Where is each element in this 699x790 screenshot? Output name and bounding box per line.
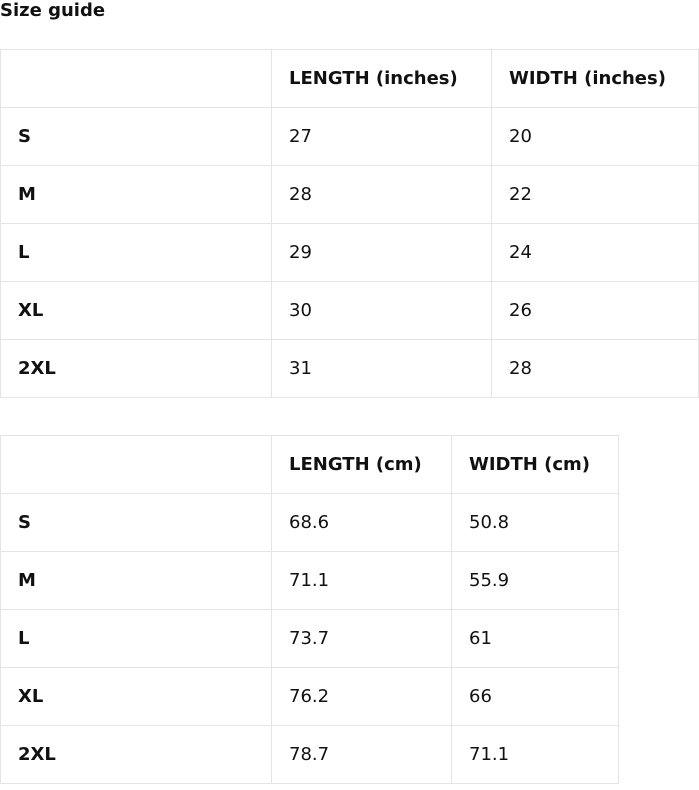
size-table-cm: LENGTH (cm) WIDTH (cm) S 68.6 50.8 M 71.1 55.… xyxy=(0,435,619,784)
table-row: M 28 22 xyxy=(0,165,699,224)
size-table-inches: LENGTH (inches) WIDTH (inches) S 27 20 M 28 2… xyxy=(0,49,699,398)
length-cell: 73.7 xyxy=(271,609,452,668)
table-row: L 73.7 61 xyxy=(0,609,619,668)
width-cell: 55.9 xyxy=(451,551,619,610)
table-row: 2XL 78.7 71.1 xyxy=(0,725,619,784)
header-length: LENGTH (cm) xyxy=(271,435,452,494)
header-size xyxy=(0,49,272,108)
size-cell: 2XL xyxy=(0,725,272,784)
header-row: LENGTH (inches) WIDTH (inches) xyxy=(0,49,699,108)
header-row: LENGTH (cm) WIDTH (cm) xyxy=(0,435,619,494)
width-cell: 26 xyxy=(491,281,699,340)
length-cell: 27 xyxy=(271,107,492,166)
table-row: M 71.1 55.9 xyxy=(0,551,619,610)
page-title: Size guide xyxy=(0,0,106,21)
width-cell: 71.1 xyxy=(451,725,619,784)
width-cell: 20 xyxy=(491,107,699,166)
length-cell: 29 xyxy=(271,223,492,282)
width-cell: 66 xyxy=(451,667,619,726)
size-cell: 2XL xyxy=(0,339,272,398)
size-cell: L xyxy=(0,609,272,668)
width-cell: 50.8 xyxy=(451,493,619,552)
length-cell: 68.6 xyxy=(271,493,452,552)
length-cell: 28 xyxy=(271,165,492,224)
table-row: L 29 24 xyxy=(0,223,699,282)
length-cell: 76.2 xyxy=(271,667,452,726)
width-cell: 28 xyxy=(491,339,699,398)
width-cell: 22 xyxy=(491,165,699,224)
length-cell: 31 xyxy=(271,339,492,398)
length-cell: 30 xyxy=(271,281,492,340)
table-row: XL 30 26 xyxy=(0,281,699,340)
size-cell: M xyxy=(0,165,272,224)
width-cell: 24 xyxy=(491,223,699,282)
table-row: 2XL 31 28 xyxy=(0,339,699,398)
size-cell: S xyxy=(0,493,272,552)
table-row: XL 76.2 66 xyxy=(0,667,619,726)
table-row: S 27 20 xyxy=(0,107,699,166)
length-cell: 78.7 xyxy=(271,725,452,784)
length-cell: 71.1 xyxy=(271,551,452,610)
size-cell: XL xyxy=(0,281,272,340)
header-width: WIDTH (inches) xyxy=(491,49,699,108)
size-cell: M xyxy=(0,551,272,610)
size-cell: XL xyxy=(0,667,272,726)
size-cell: L xyxy=(0,223,272,282)
header-length: LENGTH (inches) xyxy=(271,49,492,108)
size-cell: S xyxy=(0,107,272,166)
width-cell: 61 xyxy=(451,609,619,668)
table-row: S 68.6 50.8 xyxy=(0,493,619,552)
header-size xyxy=(0,435,272,494)
header-width: WIDTH (cm) xyxy=(451,435,619,494)
